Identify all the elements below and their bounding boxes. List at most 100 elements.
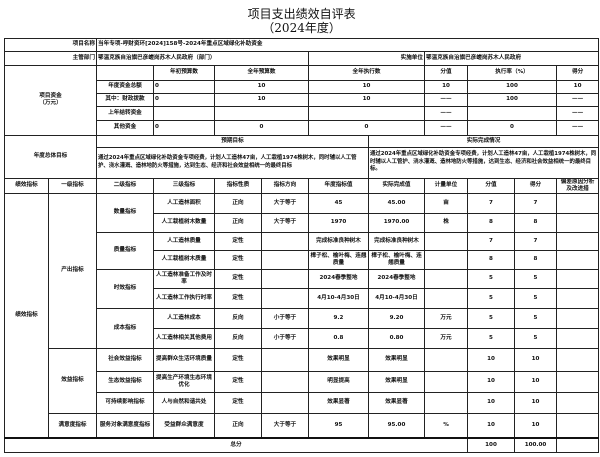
impl-unit-label: 实施单位 (308, 50, 425, 66)
indicator-cell: 人工栽植树木数量 (153, 212, 215, 233)
indicator-cell: 反向 (214, 327, 262, 349)
funds-cell: 10 (308, 92, 425, 107)
indicator-header: 绩效指标 (4, 177, 49, 194)
indicator-cell: 5 (514, 307, 557, 329)
level2-indicator: 服务对象满意度指标 (96, 412, 154, 439)
funds-cell: 10 (555, 79, 600, 94)
indicator-cell (261, 287, 309, 309)
actual-goal-header: 实际完成情况 (367, 134, 600, 148)
funds-row-label: 年度资金总额 (96, 79, 154, 94)
page-title: 项目支出绩效自评表 (247, 6, 356, 21)
indicator-cell (555, 268, 600, 289)
table-row: 项目支出绩效自评表 （2024年度） (5, 0, 599, 38)
funds-cell: —— (555, 92, 600, 107)
indicator-cell (261, 268, 309, 289)
indicator-cell: 7 (514, 231, 557, 251)
funds-header: 得分 (555, 64, 600, 81)
indicator-cell: 定性 (214, 287, 262, 309)
funds-cell (153, 105, 215, 121)
indicator-cell: 效果显著 (368, 391, 425, 414)
indicator-cell (261, 370, 309, 393)
total-label: 总分 (4, 437, 468, 453)
funds-row-label: 其中：财政拨款 (96, 92, 154, 107)
indicator-header: 指标性质 (214, 177, 262, 194)
indicator-cell: 人工造林工作执行时率 (153, 287, 215, 309)
indicator-cell: 2024春季整地 (308, 268, 369, 289)
indicator-cell: 人工造林相关其他费用 (153, 327, 215, 349)
indicator-cell: 5 (467, 327, 515, 349)
indicator-cell: 定性 (214, 249, 262, 270)
indicator-cell (555, 412, 600, 439)
indicator-cell: 10 (514, 391, 557, 414)
indicator-cell: 效果明显 (308, 347, 369, 372)
indicator-cell: 完成标准良种树木 (308, 231, 369, 251)
funds-header: 全年预算数 (214, 64, 309, 81)
funds-cell: 0 (467, 119, 557, 136)
table-row: 其他资金 0 0 0 —— 0 —— (5, 119, 600, 136)
dept-label: 主管部门 (4, 50, 97, 66)
funds-cell (214, 105, 309, 121)
level2-indicator: 社会效益指标 (96, 347, 154, 372)
level2-indicator: 生态效益指标 (96, 370, 154, 393)
indicator-cell: 人工造林成本 (153, 307, 215, 329)
funds-cell: 10 (214, 79, 309, 94)
funds-cell: —— (424, 119, 468, 136)
indicator-cell: 10 (467, 370, 515, 393)
indicator-cell: 9.2 (308, 307, 369, 329)
table-row: 效益指标 社会效益指标 提高群众生活环境质量 定性 效果明显 效果明显 10 10 (5, 347, 600, 414)
indicator-cell: 5 (467, 307, 515, 329)
indicator-cell: 明显提高 (308, 370, 369, 393)
indicator-cell: 10 (467, 391, 515, 414)
level2-indicator: 时效指标 (96, 268, 154, 309)
funds-cell: 0 (153, 79, 215, 94)
funds-cell (467, 105, 557, 121)
indicator-cell: 大于等于 (261, 192, 309, 214)
indicator-cell: 株 (424, 212, 468, 233)
table-row: 人工栽植树木质量 定性 樟子松、榆叶梅、连翘质量 樟子松、榆叶梅、连翘质量 8 8 (5, 249, 600, 270)
expected-goal-text: 通过2024年重点区域绿化补助资金专项经费，计划人工造林47亩，人工栽植1974… (96, 146, 369, 179)
funds-row-label: 其他资金 (96, 119, 154, 136)
indicator-header: 一级指标 (48, 177, 97, 194)
funds-cell: 100 (467, 79, 557, 94)
funds-cell: 0 (308, 119, 425, 136)
indicator-header: 二级指标 (96, 177, 154, 194)
impl-unit-value: 鄂温克族自治旗巴彦嵯岗苏木人民政府 (423, 50, 600, 66)
table-row: 满意度指标 服务对象满意度指标 受益群众满意度 正向 大于等于 95 95.00% 10 10 (5, 412, 600, 439)
indicator-cell: 人工造林质量 (153, 231, 215, 251)
indicator-cell: 0.8 (308, 327, 369, 349)
indicator-cell: 亩 (424, 192, 468, 214)
indicator-header: 偏差原因分析及改进措 (555, 177, 600, 194)
indicator-cell: 小于等于 (261, 307, 309, 329)
indicator-cell: 正向 (214, 192, 262, 214)
indicator-cell: 效果显著 (308, 391, 369, 414)
indicator-cell: 5 (514, 327, 557, 349)
indicator-cell: 反向 (214, 307, 262, 329)
funds-cell: 10 (424, 79, 468, 94)
indicator-cell: 5 (514, 268, 557, 289)
indicator-cell: 95.00 (368, 412, 425, 439)
level2-indicator: 质量指标 (96, 231, 154, 270)
indicator-cell: 8 (514, 249, 557, 270)
indicator-cell: 效果明显 (368, 370, 425, 393)
indicator-header: 分值 (467, 177, 515, 194)
funds-cell: —— (424, 105, 468, 121)
indicator-cell: 7 (467, 192, 515, 214)
funds-label: 项目资金 （万元） (4, 64, 97, 136)
total-note (555, 437, 600, 453)
indicator-cell (424, 249, 468, 270)
indicator-cell (261, 391, 309, 414)
table-row: 绩效指标 产出指标 数量指标 人工造林面积 正向 大于等于 45 45.00 亩 7 7 (4, 192, 600, 439)
indicator-cell: 8 (467, 249, 515, 270)
indicator-cell (261, 249, 309, 270)
funds-cell: 10 (214, 92, 309, 107)
indicator-cell: 4月10-4月30日 (368, 287, 425, 309)
indicator-cell: 人与自然和谐共处 (153, 391, 215, 414)
indicator-cell: 2024春季整地 (368, 268, 425, 289)
indicator-cell: 10 (467, 347, 515, 372)
indicator-cell (261, 347, 309, 372)
indicator-cell: 7 (514, 192, 557, 214)
indicator-cell: 45 (308, 192, 369, 214)
indicator-cell (424, 268, 468, 289)
indicator-cell (555, 231, 600, 251)
indicator-cell (555, 287, 600, 309)
